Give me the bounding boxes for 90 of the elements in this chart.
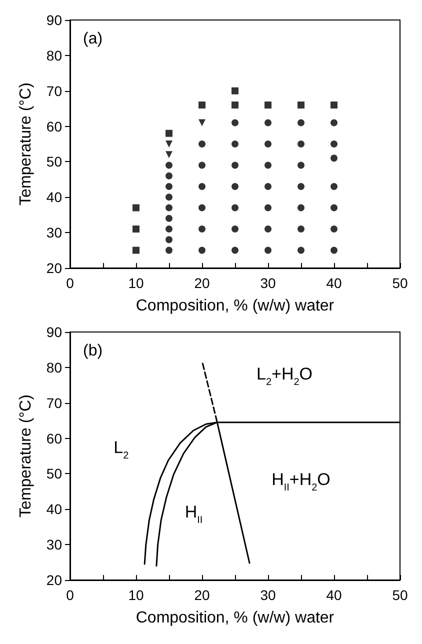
point xyxy=(166,246,172,254)
x-tick-label: 40 xyxy=(326,587,342,603)
point xyxy=(166,162,172,169)
point xyxy=(330,119,338,126)
point xyxy=(198,140,206,148)
x-tick-label: 20 xyxy=(194,587,210,603)
point xyxy=(264,102,272,109)
point xyxy=(298,183,304,190)
point xyxy=(166,236,172,244)
text: (b) xyxy=(83,342,103,360)
y-axis-title: Temperature (°C) xyxy=(18,82,34,206)
y-tick-label: 70 xyxy=(46,82,62,99)
y-tick-label: 40 xyxy=(46,501,62,518)
point xyxy=(232,246,238,254)
point xyxy=(264,162,272,169)
y-tick-label: 90 xyxy=(46,324,62,340)
point xyxy=(132,204,140,212)
y-tick-label: 20 xyxy=(46,572,62,588)
point xyxy=(232,102,238,109)
point xyxy=(330,246,338,254)
y-tick-label: 80 xyxy=(46,47,62,64)
point xyxy=(166,214,172,222)
x-tick-label: 10 xyxy=(128,587,144,603)
x-tick-label: 0 xyxy=(66,587,74,603)
point xyxy=(198,183,206,190)
point xyxy=(132,226,140,233)
point xyxy=(264,119,272,126)
point xyxy=(298,226,304,233)
point xyxy=(330,140,338,148)
point xyxy=(232,140,238,148)
x-axis-title: Composition, % (w/w) water xyxy=(136,298,335,314)
point xyxy=(166,226,172,233)
x-tick-label: 50 xyxy=(392,275,408,291)
point xyxy=(232,183,238,190)
y-tick-label: 20 xyxy=(46,260,62,276)
point xyxy=(198,246,206,254)
point xyxy=(166,204,172,212)
x-tick-label: 20 xyxy=(194,275,210,291)
point xyxy=(198,204,206,212)
point xyxy=(132,246,140,254)
y-tick-label: 70 xyxy=(46,394,62,411)
point xyxy=(232,87,238,94)
x-axis-title: Composition, % (w/w) water xyxy=(136,610,335,626)
x-tick-label: 0 xyxy=(66,275,74,291)
point xyxy=(232,119,238,126)
y-tick-label: 50 xyxy=(46,466,62,482)
y-tick-label: 80 xyxy=(46,359,62,376)
point xyxy=(264,246,272,254)
point xyxy=(264,226,272,233)
point xyxy=(330,102,338,109)
y-tick-label: 50 xyxy=(46,154,62,170)
x-tick-label: 50 xyxy=(392,587,408,603)
y-tick-label: 30 xyxy=(46,536,62,553)
point xyxy=(298,204,304,212)
point xyxy=(166,172,172,180)
y-tick-label: 40 xyxy=(46,189,62,206)
point xyxy=(298,140,304,148)
point xyxy=(298,119,304,126)
point xyxy=(264,140,272,148)
point xyxy=(166,140,172,148)
point xyxy=(330,204,338,212)
x-tick-label: 30 xyxy=(260,587,276,603)
point xyxy=(232,162,238,169)
point xyxy=(198,226,206,233)
x-tick-label: 10 xyxy=(128,275,144,291)
text: (a) xyxy=(83,30,103,48)
point xyxy=(166,183,172,190)
y-tick-label: 30 xyxy=(46,224,62,241)
point xyxy=(264,183,272,190)
point xyxy=(198,119,206,126)
point xyxy=(330,183,338,190)
point xyxy=(264,204,272,212)
point xyxy=(198,162,206,169)
y-axis-title: Temperature (°C) xyxy=(18,394,34,518)
point xyxy=(166,194,172,201)
point xyxy=(330,154,338,162)
point xyxy=(298,246,304,254)
x-tick-label: 30 xyxy=(260,275,276,291)
point xyxy=(166,130,172,137)
point xyxy=(330,226,338,233)
x-tick-label: 40 xyxy=(326,275,342,291)
point xyxy=(298,162,304,169)
point xyxy=(298,102,304,109)
point xyxy=(232,204,238,212)
point xyxy=(166,151,172,158)
y-tick-label: 60 xyxy=(46,118,62,134)
y-tick-label: 60 xyxy=(46,430,62,446)
y-tick-label: 90 xyxy=(46,12,62,28)
point xyxy=(232,226,238,233)
point xyxy=(198,102,206,109)
